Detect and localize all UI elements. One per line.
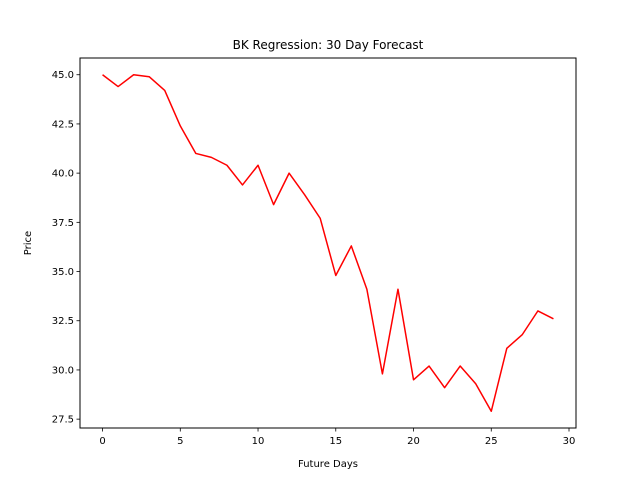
ticks-layer: 0 5 10 15 20 25 30 27.5 30.0 32.5 35.0 37.5 40.0 42.5… [52,70,576,447]
y-axis-label: Price [23,231,34,255]
x-tick-label: 30 [563,436,576,447]
x-tick-label: 10 [252,436,265,447]
plot-frame [79,57,577,429]
y-tick-label: 35.0 [52,267,74,278]
chart-title: BK Regression: 30 Day Forecast [233,38,424,52]
y-tick-label: 42.5 [52,119,74,130]
y-tick-label: 30.0 [52,365,74,376]
y-tick-label: 37.5 [52,218,74,229]
x-tick-label: 20 [407,436,420,447]
plot-area [80,58,576,428]
y-tick-label: 45.0 [52,70,74,81]
x-tick-label: 15 [329,436,342,447]
y-tick-label: 32.5 [52,316,74,327]
x-tick-label: 5 [177,436,183,447]
forecast-series-line [102,73,554,413]
series-layer [102,73,554,413]
x-axis-label: Future Days [298,459,358,470]
x-tick-label: 0 [99,436,105,447]
y-tick-label: 27.5 [52,415,74,426]
y-tick-label: 40.0 [52,169,74,180]
x-tick-label: 25 [485,436,498,447]
